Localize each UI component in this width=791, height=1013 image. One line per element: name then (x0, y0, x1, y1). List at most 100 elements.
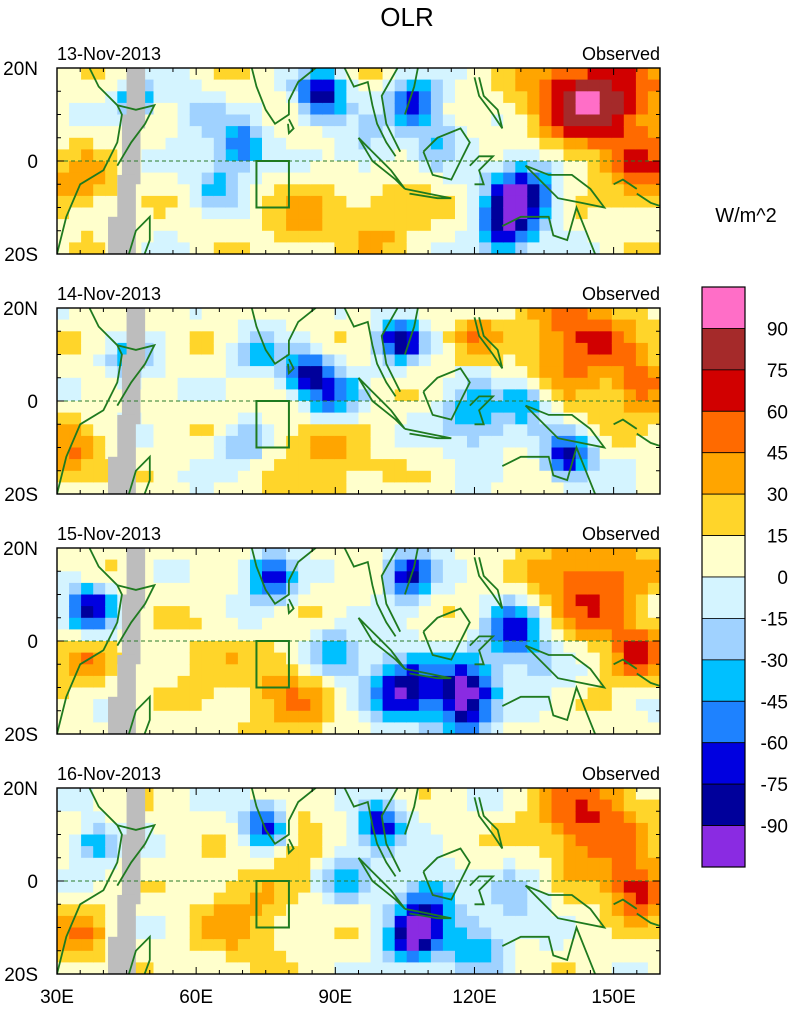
olr-cell (286, 447, 299, 460)
olr-cell (334, 184, 348, 197)
olr-cell (455, 230, 468, 243)
olr-cell (394, 687, 408, 700)
olr-cell (225, 822, 239, 836)
olr-cell (599, 79, 613, 92)
olr-cell (551, 582, 565, 596)
olr-cell (57, 68, 70, 81)
olr-cell (430, 834, 444, 847)
olr-cell (660, 331, 673, 343)
olr-cell (237, 788, 251, 801)
olr-cell (310, 401, 323, 414)
olr-cell (527, 915, 540, 929)
olr-cell (57, 102, 70, 116)
olr-cell (165, 331, 179, 344)
olr-cell (298, 606, 311, 619)
olr-cell (346, 447, 360, 460)
olr-cell (418, 331, 432, 344)
olr-cell (611, 881, 625, 894)
olr-cell (237, 559, 251, 572)
olr-cell (635, 548, 649, 561)
olr-cell (406, 822, 420, 836)
panel-date: 14-Nov-2013 (57, 284, 161, 304)
olr-cell (286, 927, 299, 940)
olr-cell (57, 594, 70, 607)
olr-cell (57, 652, 70, 665)
missing-data (108, 456, 127, 494)
olr-cell (310, 641, 323, 654)
coastline (613, 898, 638, 910)
olr-cell (575, 447, 589, 460)
olr-cell (527, 137, 540, 150)
olr-cell (165, 939, 179, 952)
olr-cell (491, 788, 504, 801)
olr-cell (527, 377, 540, 390)
olr-cell (455, 950, 468, 963)
olr-cell (298, 354, 311, 367)
olr-cell (370, 675, 384, 689)
olr-cell (298, 207, 311, 220)
olr-cell (81, 161, 94, 174)
colorbar-label: -75 (761, 775, 788, 796)
olr-cell (93, 822, 106, 836)
olr-cell (153, 242, 167, 254)
olr-cell (201, 548, 215, 561)
olr-cell (611, 962, 625, 974)
olr-cell (587, 91, 601, 104)
olr-cell (334, 331, 348, 344)
olr-cell (563, 137, 577, 150)
olr-cell (225, 857, 239, 870)
olr-cell (515, 389, 528, 402)
olr-cell (587, 799, 601, 812)
olr-cell (527, 582, 540, 596)
olr-cell (177, 447, 191, 460)
olr-cell (57, 79, 70, 92)
olr-cell (237, 846, 251, 859)
coastline (473, 797, 504, 849)
olr-cell (262, 559, 275, 572)
olr-cell (503, 881, 516, 894)
olr-cell (406, 962, 420, 974)
olr-cell (455, 822, 468, 836)
olr-cell (527, 412, 540, 425)
olr-cell (515, 788, 528, 801)
olr-cell (467, 594, 480, 607)
olr-cell (563, 377, 577, 390)
olr-cell (442, 331, 456, 344)
olr-cell (503, 102, 516, 116)
olr-cell (225, 915, 239, 929)
olr-cell (442, 594, 456, 607)
olr-cell (491, 401, 504, 414)
olr-cell (165, 892, 179, 905)
olr-cell (225, 939, 239, 952)
olr-cell (539, 102, 553, 116)
olr-cell (201, 230, 215, 243)
olr-cell (599, 172, 613, 185)
olr-cell (503, 149, 516, 162)
olr-cell (189, 846, 203, 859)
olr-cell (418, 482, 432, 494)
olr-cell (57, 962, 70, 974)
olr-cell (310, 675, 323, 689)
olr-cell (563, 834, 577, 847)
olr-cell (623, 606, 637, 619)
olr-cell (334, 219, 348, 232)
olr-cell (237, 939, 251, 952)
olr-cell (153, 470, 167, 483)
olr-cell (382, 242, 396, 254)
olr-cell (93, 892, 106, 905)
olr-cell (81, 389, 94, 402)
olr-cell (250, 137, 263, 150)
olr-cell (623, 149, 637, 162)
olr-cell (563, 962, 577, 974)
olr-cell (635, 799, 649, 812)
olr-cell (418, 799, 432, 812)
olr-cell (322, 811, 335, 824)
olr-cell (575, 412, 589, 425)
olr-cell (153, 91, 167, 104)
olr-cell (286, 137, 299, 150)
olr-cell (322, 722, 335, 734)
olr-cell (250, 242, 263, 254)
olr-cell (370, 904, 384, 917)
olr-cell (81, 91, 94, 104)
olr-cell (611, 242, 625, 254)
